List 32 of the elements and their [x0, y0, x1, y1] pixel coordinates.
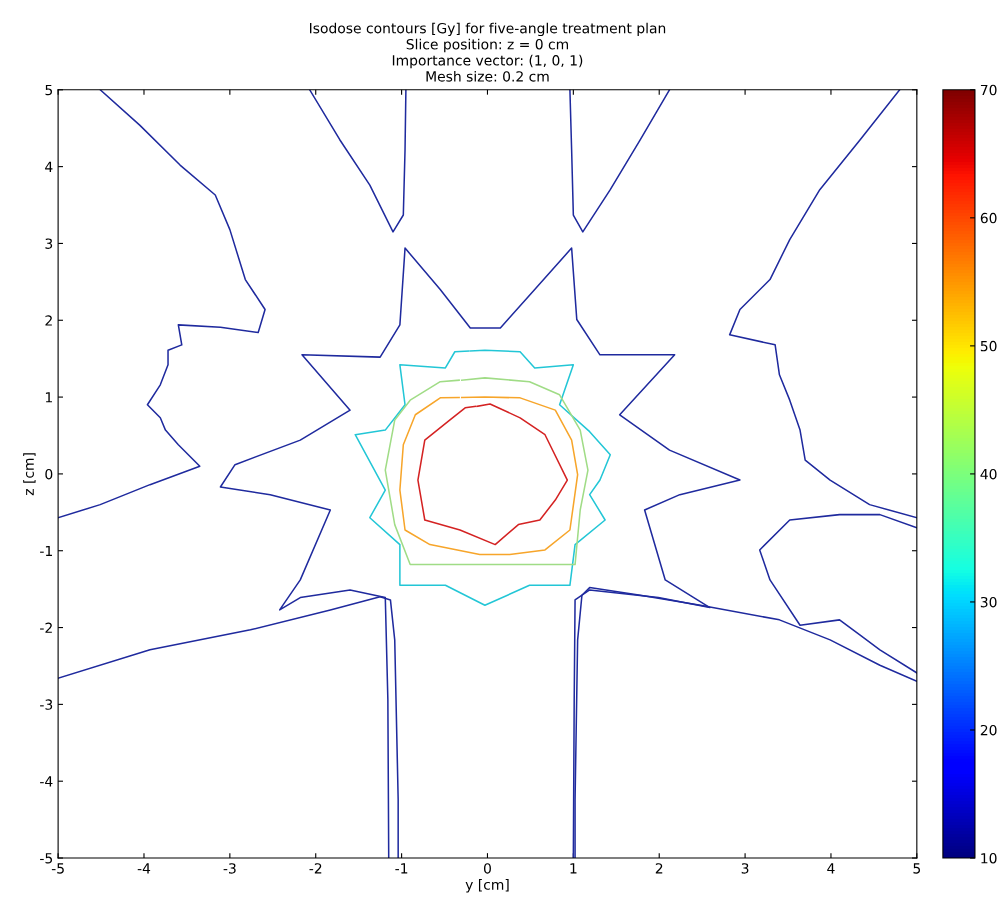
color-bar-label: 40 — [980, 468, 997, 480]
y-tick-label: 5 — [45, 84, 53, 96]
color-bar-label: 60 — [980, 212, 997, 224]
y-tick-label: 3 — [45, 238, 53, 249]
y-tick-label: -5 — [40, 853, 53, 864]
x-tick-label: 0 — [483, 863, 491, 874]
x-tick-label: 4 — [827, 863, 835, 874]
x-axis-title: y [cm] — [465, 879, 509, 893]
chart-title: Isodose contours [Gy] for five-angle treatment plan — [310, 22, 666, 37]
color-bar-label: 50 — [980, 340, 997, 352]
y-tick-label: -2 — [40, 622, 52, 633]
y-tick-label: 2 — [45, 315, 52, 326]
x-tick-label: -1 — [395, 863, 408, 874]
y-tick-label: -1 — [40, 545, 52, 557]
color-bar-label: 20 — [980, 724, 997, 736]
color-bar-label: 10 — [981, 852, 997, 864]
x-tick-label: -3 — [223, 863, 236, 874]
y-tick-label: -3 — [40, 699, 53, 710]
x-tick-label: 1 — [570, 863, 577, 874]
x-tick-label: 5 — [913, 863, 921, 874]
y-axis-title: z [cm] — [23, 453, 36, 496]
x-tick-label: -4 — [137, 863, 151, 874]
y-tick-label: 1 — [45, 392, 52, 403]
chart-subtitle: Slice position: z = 0 cm Importance vector: (1, 0, 1) Mesh size: 0.2 cm — [392, 38, 583, 82]
x-tick-label: 2 — [655, 863, 663, 874]
color-bar-label: 70 — [980, 84, 997, 96]
x-tick-label: 3 — [741, 863, 749, 874]
y-tick-label: 4 — [45, 161, 53, 172]
y-tick-label: 0 — [45, 468, 53, 480]
y-tick-label: -4 — [40, 776, 53, 787]
color-bar-label: 30 — [980, 596, 997, 608]
x-tick-label: -2 — [309, 863, 322, 874]
